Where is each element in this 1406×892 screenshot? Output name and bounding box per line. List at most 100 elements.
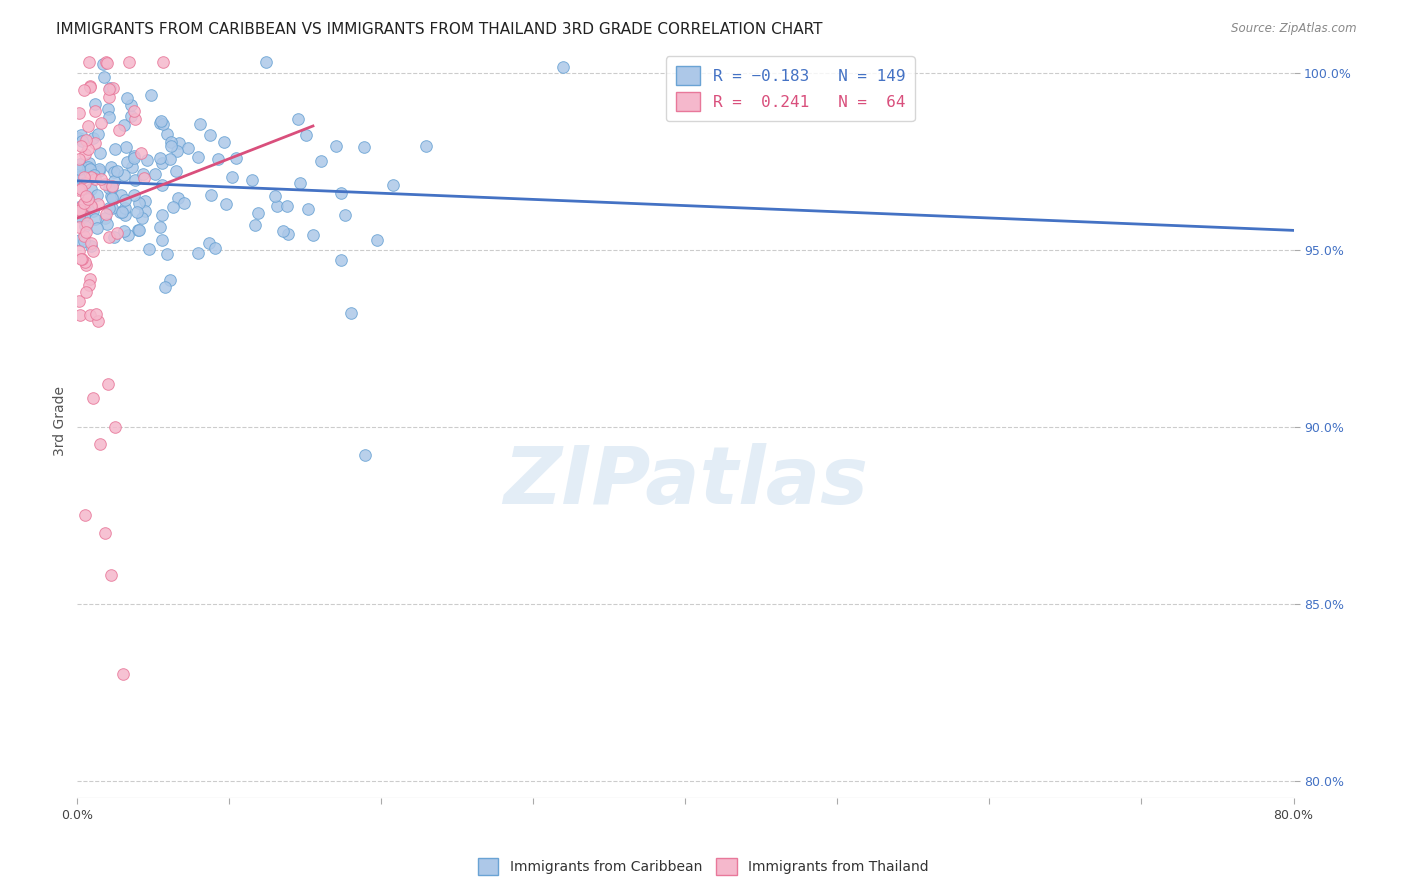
Point — [152, 116, 174, 130]
Point — [97, 201, 120, 215]
Point — [225, 151, 247, 165]
Point — [173, 196, 195, 211]
Point — [69, 173, 91, 187]
Point — [150, 178, 173, 192]
Point — [70, 139, 93, 153]
Point — [80, 169, 103, 184]
Point — [118, 55, 141, 70]
Point — [221, 169, 243, 184]
Point — [127, 223, 149, 237]
Point — [82, 244, 104, 258]
Point — [67, 180, 90, 194]
Point — [67, 170, 90, 185]
Point — [353, 140, 375, 154]
Point — [77, 142, 100, 156]
Point — [159, 152, 181, 166]
Point — [84, 96, 107, 111]
Point — [115, 155, 138, 169]
Point — [79, 161, 101, 176]
Point — [105, 226, 128, 240]
Point — [330, 253, 353, 268]
Point — [67, 152, 90, 166]
Point — [79, 278, 101, 293]
Point — [98, 230, 121, 244]
Point — [124, 152, 146, 166]
Point — [97, 102, 120, 116]
Point — [75, 258, 97, 272]
Point — [90, 172, 112, 186]
Point — [73, 255, 96, 269]
Point — [247, 206, 270, 220]
Point — [131, 145, 153, 160]
Point — [266, 199, 288, 213]
Point — [97, 82, 120, 96]
Point — [200, 128, 222, 143]
Point — [295, 128, 318, 142]
Point — [122, 103, 145, 118]
Point — [94, 55, 117, 70]
Point — [117, 227, 139, 242]
Point — [159, 273, 181, 287]
Point — [150, 156, 173, 170]
Point — [73, 169, 96, 184]
Point — [80, 199, 103, 213]
Text: Source: ZipAtlas.com: Source: ZipAtlas.com — [1232, 22, 1357, 36]
Point — [114, 201, 136, 215]
Point — [67, 204, 90, 219]
Point — [149, 151, 172, 165]
Point — [149, 113, 172, 128]
Point — [214, 135, 236, 149]
Point — [69, 308, 91, 322]
Point — [82, 131, 104, 145]
Point — [89, 146, 111, 161]
Text: IMMIGRANTS FROM CARIBBEAN VS IMMIGRANTS FROM THAILAND 3RD GRADE CORRELATION CHAR: IMMIGRANTS FROM CARIBBEAN VS IMMIGRANTS … — [56, 22, 823, 37]
Point — [72, 229, 94, 244]
Point — [277, 227, 299, 242]
Point — [115, 140, 138, 154]
Point — [301, 227, 323, 242]
Point — [77, 156, 100, 170]
Point — [69, 252, 91, 266]
Point — [111, 667, 134, 681]
Point — [84, 136, 107, 150]
Point — [134, 170, 156, 185]
Point — [156, 127, 179, 141]
Point — [73, 168, 96, 182]
Point — [187, 245, 209, 260]
Point — [149, 115, 172, 129]
Point — [111, 205, 134, 219]
Point — [188, 117, 211, 131]
Point — [97, 377, 120, 392]
Point — [73, 209, 96, 223]
Point — [93, 70, 115, 84]
Point — [67, 219, 90, 234]
Point — [263, 189, 285, 203]
Point — [276, 199, 298, 213]
Point — [107, 122, 129, 136]
Point — [79, 79, 101, 94]
Legend: Immigrants from Caribbean, Immigrants from Thailand: Immigrants from Caribbean, Immigrants fr… — [472, 852, 934, 880]
Point — [69, 203, 91, 218]
Point — [79, 308, 101, 322]
Point — [67, 200, 90, 214]
Point — [104, 419, 127, 434]
Point — [73, 508, 96, 523]
Point — [415, 139, 437, 153]
Point — [101, 81, 124, 95]
Point — [86, 196, 108, 211]
Point — [122, 188, 145, 202]
Point — [121, 160, 143, 174]
Point — [177, 141, 200, 155]
Point — [75, 196, 97, 211]
Point — [143, 167, 166, 181]
Point — [73, 196, 96, 211]
Point — [240, 172, 263, 186]
Point — [86, 188, 108, 202]
Point — [94, 207, 117, 221]
Point — [162, 200, 184, 214]
Point — [84, 104, 107, 119]
Point — [131, 211, 153, 226]
Point — [297, 202, 319, 216]
Point — [112, 168, 135, 182]
Point — [75, 285, 97, 300]
